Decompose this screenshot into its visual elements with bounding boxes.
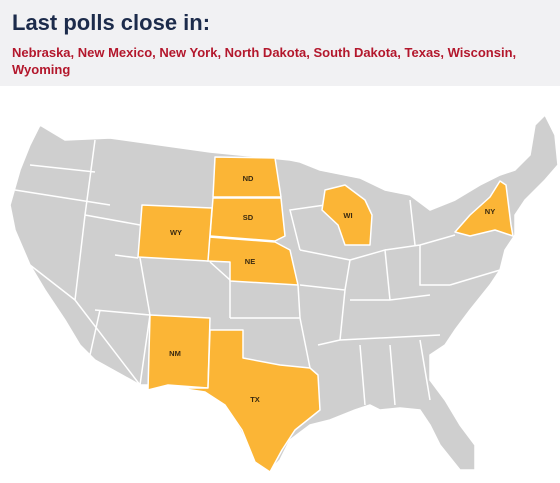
- title: Last polls close in:: [12, 10, 211, 35]
- state-label: TX: [250, 395, 260, 404]
- state-nm: [147, 314, 211, 391]
- state-tx: [177, 329, 321, 473]
- state-wi: [321, 184, 373, 246]
- state-label: WI: [343, 211, 352, 220]
- state-label: ND: [243, 174, 254, 183]
- state-label: NE: [245, 257, 255, 266]
- state-nd: [212, 156, 282, 198]
- states-list: Nebraska, New Mexico, New York, North Da…: [12, 45, 517, 77]
- us-map: ND SD NE WY WI NY NM TX: [9, 114, 559, 473]
- header: Last polls close in: Nebraska, New Mexic…: [0, 0, 560, 86]
- state-ny: [454, 180, 514, 237]
- state-label: NY: [485, 207, 495, 216]
- state-wy: [137, 204, 213, 262]
- state-label: SD: [243, 213, 254, 222]
- state-label: WY: [170, 228, 182, 237]
- state-ne: [206, 236, 299, 286]
- state-label: NM: [169, 349, 181, 358]
